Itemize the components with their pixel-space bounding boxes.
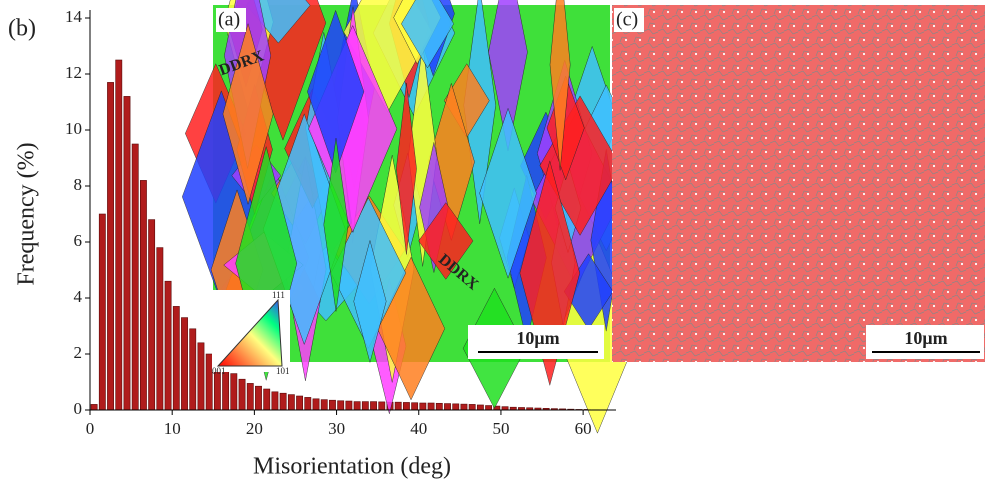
y-tick-label: 2 [74, 343, 83, 362]
bar [502, 407, 508, 410]
y-tick-label: 8 [74, 175, 83, 194]
bar [395, 402, 401, 410]
bar [107, 82, 113, 410]
bar [354, 402, 360, 410]
bar [116, 60, 122, 410]
bar [239, 379, 245, 410]
bar [428, 403, 434, 410]
panel-a-label: (a) [218, 9, 240, 31]
bar [296, 396, 302, 410]
bar [157, 248, 163, 410]
bar [370, 402, 376, 410]
bar [420, 403, 426, 410]
bar [321, 400, 327, 410]
bar [132, 144, 138, 410]
bar [412, 403, 418, 410]
scale-label: 10μm [516, 328, 559, 348]
bar [338, 401, 344, 410]
bar [149, 220, 155, 410]
bar [247, 383, 253, 410]
panel-c-label: (c) [616, 9, 638, 31]
x-axis-title: Misorientation (deg) [253, 454, 451, 480]
bar [379, 402, 385, 410]
bar [403, 402, 409, 410]
bar [346, 401, 352, 410]
bar [362, 402, 368, 410]
bar [453, 404, 459, 410]
bar [140, 180, 146, 410]
bar [198, 343, 204, 410]
x-tick-label: 0 [86, 419, 95, 438]
y-tick-label: 10 [65, 119, 82, 138]
bar [165, 281, 171, 410]
x-tick-label: 10 [164, 419, 181, 438]
ebsd-map-c [612, 5, 985, 362]
x-tick-label: 60 [575, 419, 592, 438]
bar [313, 399, 319, 410]
ipf-label: 101 [276, 366, 290, 376]
y-tick-label: 14 [65, 7, 83, 26]
bar [329, 400, 335, 410]
y-tick-label: 6 [74, 231, 83, 250]
bar [181, 318, 187, 410]
bar [288, 395, 294, 410]
x-tick-label: 40 [410, 419, 427, 438]
bar [444, 404, 450, 410]
panel-label: (b) [8, 16, 36, 42]
bar [173, 306, 179, 410]
bar [91, 404, 97, 410]
bar [469, 404, 475, 410]
bar [231, 374, 237, 410]
bar [272, 392, 278, 410]
bar [99, 214, 105, 410]
bar [264, 389, 270, 410]
ipf-label: 111 [272, 290, 285, 300]
y-tick-label: 4 [74, 287, 83, 306]
x-tick-label: 50 [492, 419, 509, 438]
bar [461, 404, 467, 410]
ipf-label: 001 [212, 366, 226, 376]
scale-label: 10μm [904, 328, 947, 348]
bar [305, 397, 311, 410]
y-axis-title: Frequency (%) [14, 142, 40, 285]
bar [485, 406, 491, 410]
bar [280, 393, 286, 410]
y-tick-label: 0 [74, 399, 83, 418]
bar [206, 354, 212, 410]
bar [124, 96, 130, 410]
bar [255, 386, 261, 410]
bar [477, 405, 483, 410]
y-tick-label: 12 [65, 63, 82, 82]
figure: (b) Misorientation (deg) Frequency (%) (… [0, 0, 990, 486]
bar [436, 403, 442, 410]
x-tick-label: 20 [246, 419, 263, 438]
bar [190, 329, 196, 410]
x-tick-label: 30 [328, 419, 345, 438]
